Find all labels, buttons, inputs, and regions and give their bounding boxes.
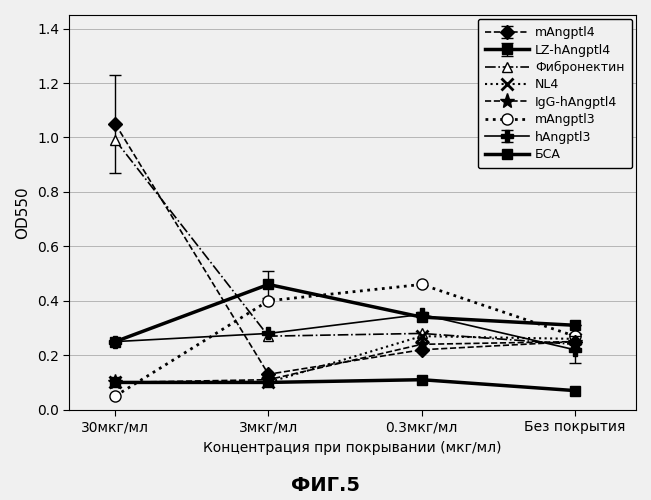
IgG-hAngptl4 <box>571 338 579 344</box>
mAngptl3 <box>264 298 272 304</box>
Фибронектин <box>571 342 579 347</box>
NL4 <box>111 380 119 386</box>
Line: БСА: БСА <box>111 375 579 396</box>
NL4 <box>571 336 579 342</box>
БСА <box>571 388 579 394</box>
Y-axis label: OD550: OD550 <box>15 186 30 238</box>
Legend: mAngptl4, LZ-hAngptl4, Фибронектин, NL4, IgG-hAngptl4, mAngptl3, hAngptl3, БСА: mAngptl4, LZ-hAngptl4, Фибронектин, NL4,… <box>478 18 632 169</box>
NL4 <box>264 380 272 386</box>
Line: mAngptl3: mAngptl3 <box>110 279 580 402</box>
IgG-hAngptl4 <box>264 376 272 382</box>
Line: NL4: NL4 <box>110 330 580 388</box>
IgG-hAngptl4 <box>418 342 426 347</box>
mAngptl3 <box>111 393 119 399</box>
Text: ФИГ.5: ФИГ.5 <box>291 476 360 495</box>
Line: IgG-hAngptl4: IgG-hAngptl4 <box>107 334 583 390</box>
Фибронектин <box>111 137 119 143</box>
NL4 <box>418 333 426 339</box>
БСА <box>418 376 426 382</box>
X-axis label: Концентрация при покрывании (мкг/мл): Концентрация при покрывании (мкг/мл) <box>203 441 502 455</box>
Фибронектин <box>264 333 272 339</box>
БСА <box>264 380 272 386</box>
БСА <box>111 380 119 386</box>
mAngptl3 <box>571 333 579 339</box>
Фибронектин <box>418 330 426 336</box>
mAngptl3 <box>418 282 426 288</box>
IgG-hAngptl4 <box>111 380 119 386</box>
Line: Фибронектин: Фибронектин <box>111 136 579 349</box>
